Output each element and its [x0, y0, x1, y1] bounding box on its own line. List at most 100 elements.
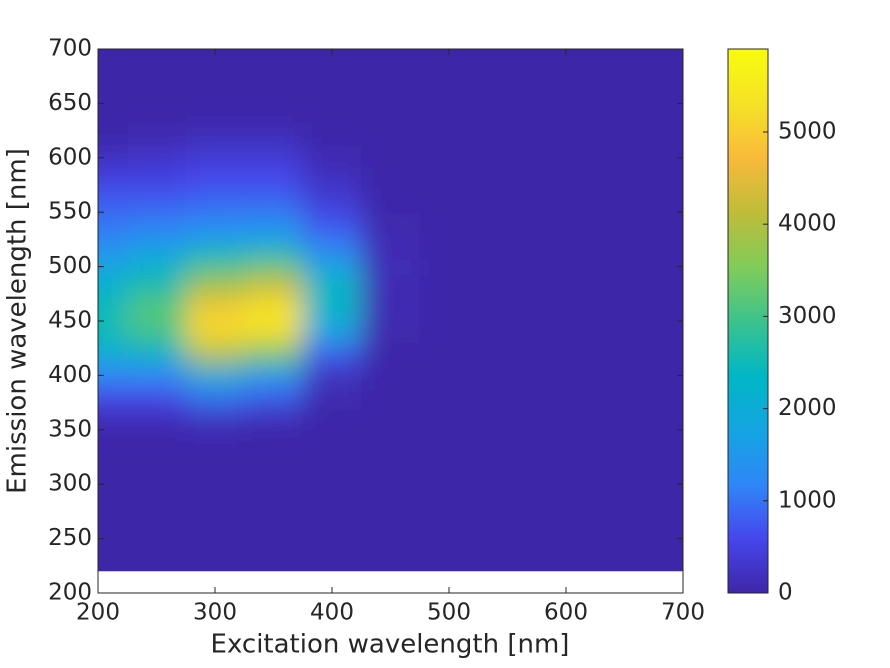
heatmap-cell: [653, 255, 683, 278]
heatmap-cell: [653, 408, 683, 431]
heatmap-cell: [361, 495, 421, 518]
heatmap-cell: [185, 560, 245, 572]
heatmap-cell: [653, 321, 683, 344]
heatmap-cell: [302, 429, 362, 453]
heatmap-cell: [653, 473, 683, 496]
heatmap-cell: [653, 538, 683, 561]
heatmap-cell: [536, 146, 596, 170]
heatmap-cell: [478, 233, 538, 257]
heatmap-cell: [244, 386, 304, 409]
heatmap-cell: [419, 386, 479, 409]
heatmap-cell: [653, 125, 683, 148]
heatmap-cell: [653, 190, 683, 213]
heatmap-cell: [185, 233, 245, 257]
heatmap-cell: [595, 49, 655, 61]
heatmap-cell: [98, 103, 128, 126]
heatmap-cell: [536, 408, 596, 431]
heatmap-cell: [419, 81, 479, 104]
heatmap-cell: [595, 364, 655, 387]
heatmap-cell: [653, 495, 683, 518]
heatmap-cell: [361, 49, 421, 61]
heatmap-cell: [98, 59, 128, 83]
heatmap-cell: [419, 146, 479, 170]
heatmap-cell: [595, 212, 655, 235]
y-tick-label: 650: [48, 90, 92, 116]
heatmap-cell: [419, 125, 479, 148]
heatmap-cell: [361, 190, 421, 213]
heatmap-cell: [536, 277, 596, 300]
heatmap-cell: [98, 560, 128, 572]
x-tick-label: 600: [544, 600, 588, 626]
heatmap-cell: [653, 103, 683, 126]
heatmap-cell: [98, 233, 128, 257]
heatmap-cell: [302, 277, 362, 300]
heatmap-cell: [419, 429, 479, 453]
heatmap-cell: [98, 495, 128, 518]
heatmap-cell: [98, 538, 128, 561]
heatmap-cell: [244, 451, 304, 474]
heatmap-cell: [185, 168, 245, 191]
heatmap-cell: [653, 299, 683, 322]
heatmap-cell: [361, 59, 421, 83]
heatmap-cell: [98, 299, 128, 322]
heatmap-cell: [595, 125, 655, 148]
heatmap-cell: [361, 516, 421, 540]
heatmap-cell: [302, 364, 362, 387]
heatmap-cell: [419, 103, 479, 126]
heatmap-cell: [536, 212, 596, 235]
heatmap-cell: [536, 255, 596, 278]
heatmap-cell: [244, 429, 304, 453]
heatmap-cell: [185, 103, 245, 126]
heatmap-cell: [127, 49, 187, 61]
heatmap-cell: [127, 81, 187, 104]
heatmap-cell: [419, 59, 479, 83]
heatmap-cell: [185, 516, 245, 540]
heatmap-cell: [536, 516, 596, 540]
heatmap-cell: [595, 321, 655, 344]
heatmap-cell: [595, 429, 655, 453]
heatmap-cell: [127, 59, 187, 83]
heatmap-cell: [185, 408, 245, 431]
heatmap-cell: [419, 299, 479, 322]
colorbar-tick-label: 4000: [778, 211, 837, 237]
heatmap-cell: [653, 233, 683, 257]
heatmap-cell: [244, 212, 304, 235]
heatmap-cell: [478, 364, 538, 387]
heatmap-cell: [127, 560, 187, 572]
heatmap-cell: [361, 81, 421, 104]
heatmap-cell: [302, 451, 362, 474]
colorbar-tick-label: 0: [778, 580, 793, 606]
heatmap-cell: [244, 168, 304, 191]
heatmap-cell: [127, 473, 187, 496]
heatmap-cell: [98, 255, 128, 278]
colorbar-tick-label: 2000: [778, 395, 837, 421]
heatmap-cell: [478, 538, 538, 561]
heatmap-cell: [302, 538, 362, 561]
heatmap-cell: [127, 146, 187, 170]
heatmap-cell: [302, 255, 362, 278]
heatmap-cell: [98, 190, 128, 213]
heatmap-cell: [244, 190, 304, 213]
heatmap-cell: [98, 451, 128, 474]
heatmap-cell: [127, 190, 187, 213]
heatmap-cell: [244, 516, 304, 540]
heatmap-cell: [361, 538, 421, 561]
heatmap-cell: [127, 342, 187, 366]
heatmap-cell: [185, 255, 245, 278]
heatmap-cell: [302, 59, 362, 83]
y-tick-label: 700: [48, 36, 92, 62]
colorbar-tick-label: 1000: [778, 487, 837, 513]
heatmap-cell: [244, 299, 304, 322]
y-tick-label: 200: [48, 580, 92, 606]
heatmap-cell: [478, 59, 538, 83]
heatmap-cell: [361, 255, 421, 278]
heatmap-cell: [653, 429, 683, 453]
heatmap-cell: [127, 364, 187, 387]
heatmap-cell: [127, 299, 187, 322]
x-tick-label: 200: [76, 600, 120, 626]
heatmap-cell: [419, 255, 479, 278]
heatmap-cell: [361, 321, 421, 344]
heatmap-cell: [536, 321, 596, 344]
heatmap-cell: [127, 516, 187, 540]
heatmap-cell: [536, 233, 596, 257]
